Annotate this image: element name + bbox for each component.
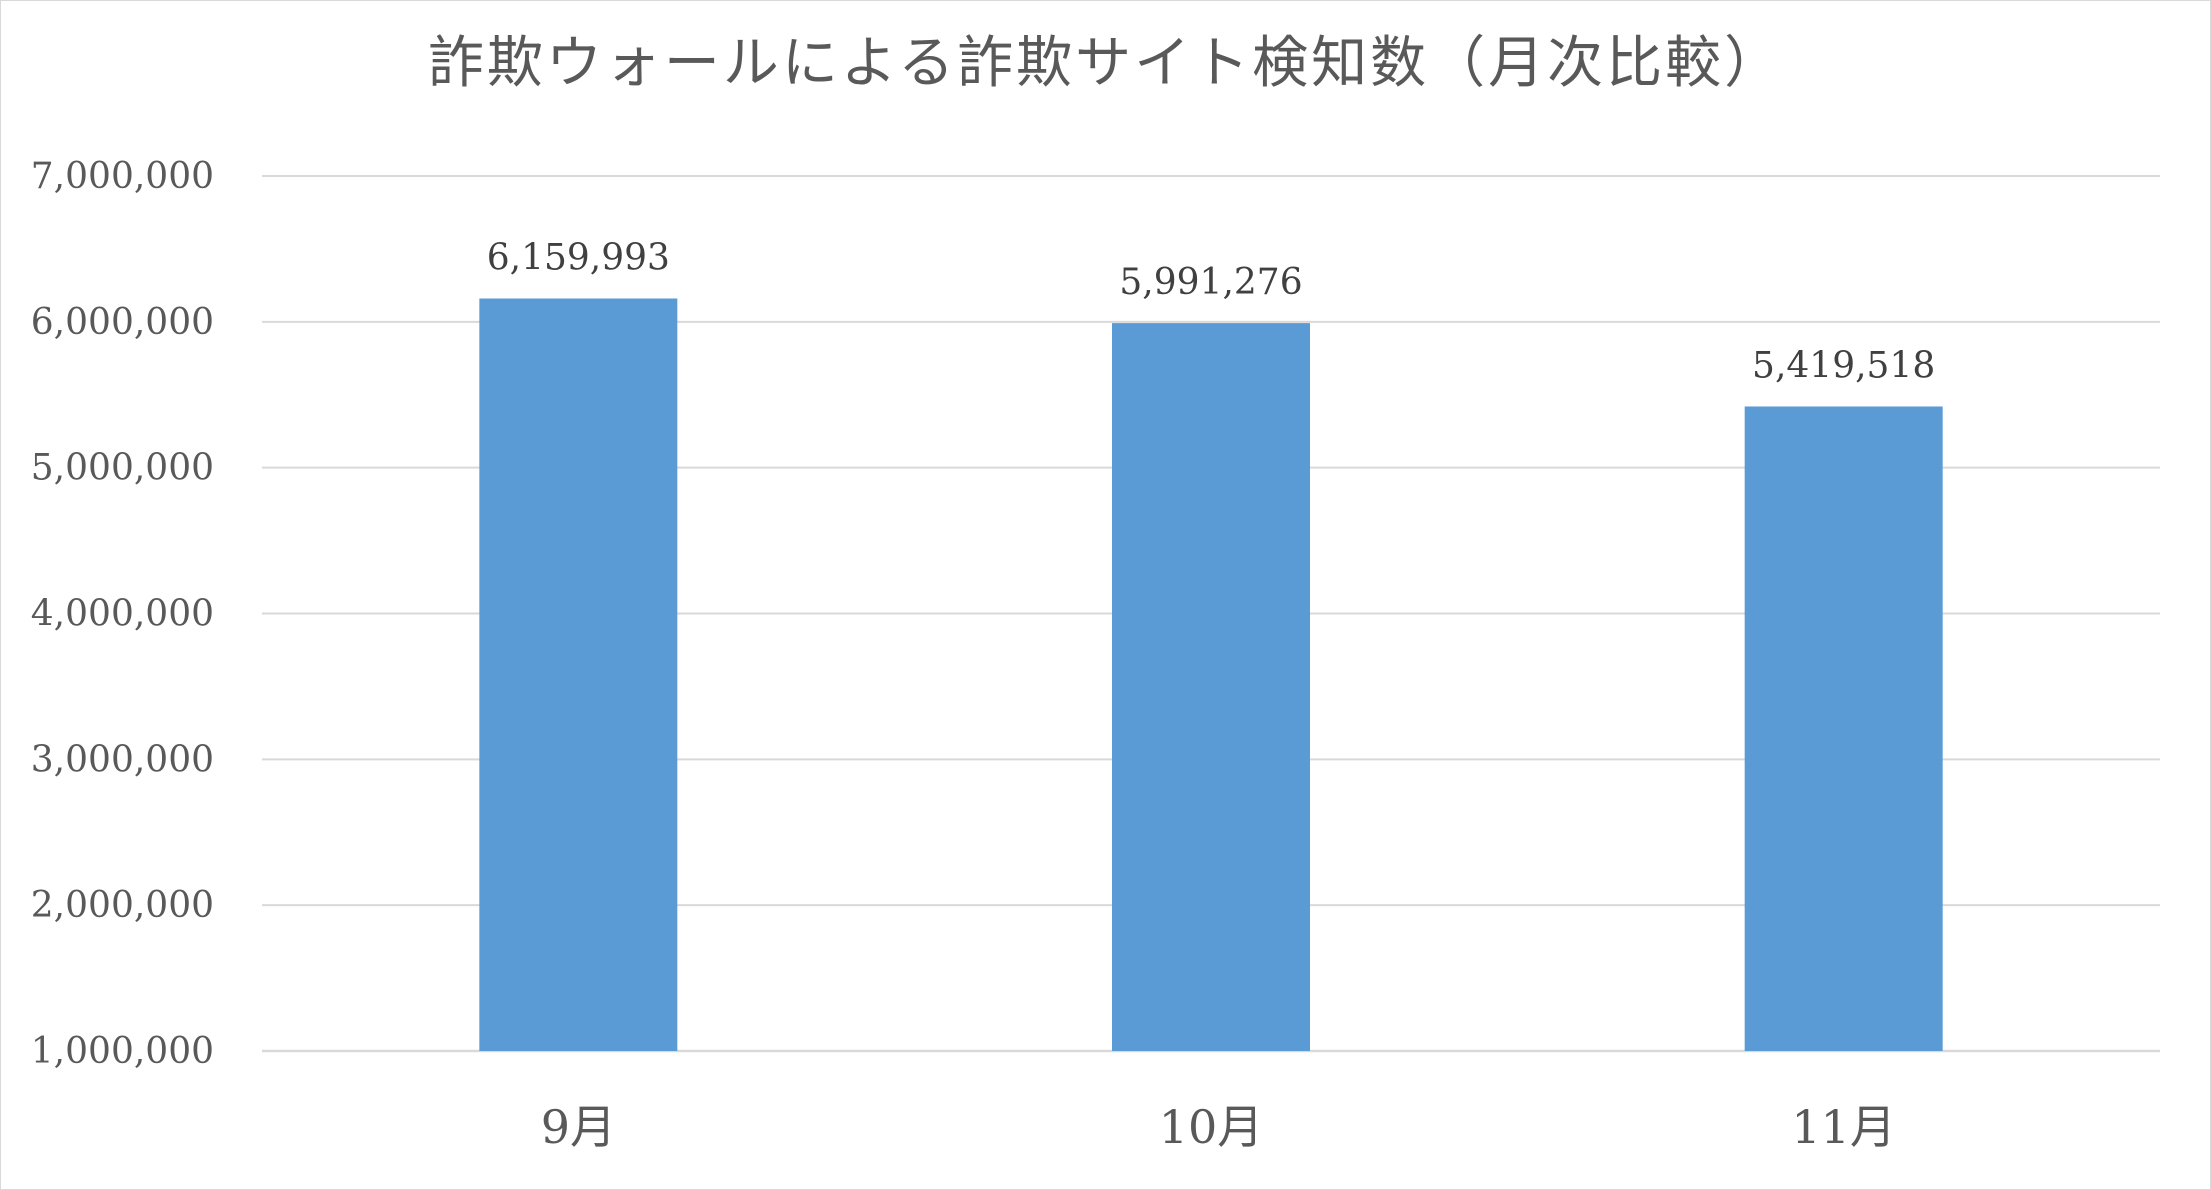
y-axis-tick-labels: 1,000,000 2,000,000 3,000,000 4,000,000 5,00… bbox=[31, 156, 214, 1072]
bar bbox=[1112, 323, 1310, 1051]
y-tick-label: 2,000,000 bbox=[31, 885, 214, 926]
y-tick-label: 6,000,000 bbox=[31, 302, 214, 343]
bar-layer bbox=[479, 298, 1943, 1052]
chart-title: 詐欺ウォールによる詐欺サイト検知数（月次比較） bbox=[427, 31, 1784, 96]
data-label: 5,419,518 bbox=[1752, 345, 1935, 386]
y-tick-label: 4,000,000 bbox=[31, 594, 214, 635]
data-label: 5,991,276 bbox=[1119, 262, 1302, 303]
data-label: 6,159,993 bbox=[487, 238, 670, 279]
bar bbox=[1744, 406, 1943, 1052]
x-category-label: 9月 bbox=[541, 1100, 616, 1154]
data-label-layer: 6,159,993 5,991,276 5,419,518 bbox=[487, 238, 1936, 387]
y-tick-label: 5,000,000 bbox=[31, 448, 214, 489]
y-tick-label: 3,000,000 bbox=[31, 739, 214, 780]
x-axis-category-labels: 9月 10月 11月 bbox=[541, 1100, 1896, 1154]
x-category-label: 10月 bbox=[1159, 1100, 1264, 1154]
x-category-label: 11月 bbox=[1791, 1100, 1896, 1154]
bar bbox=[479, 298, 678, 1052]
y-tick-label: 7,000,000 bbox=[31, 156, 214, 197]
y-tick-label: 1,000,000 bbox=[31, 1031, 214, 1072]
